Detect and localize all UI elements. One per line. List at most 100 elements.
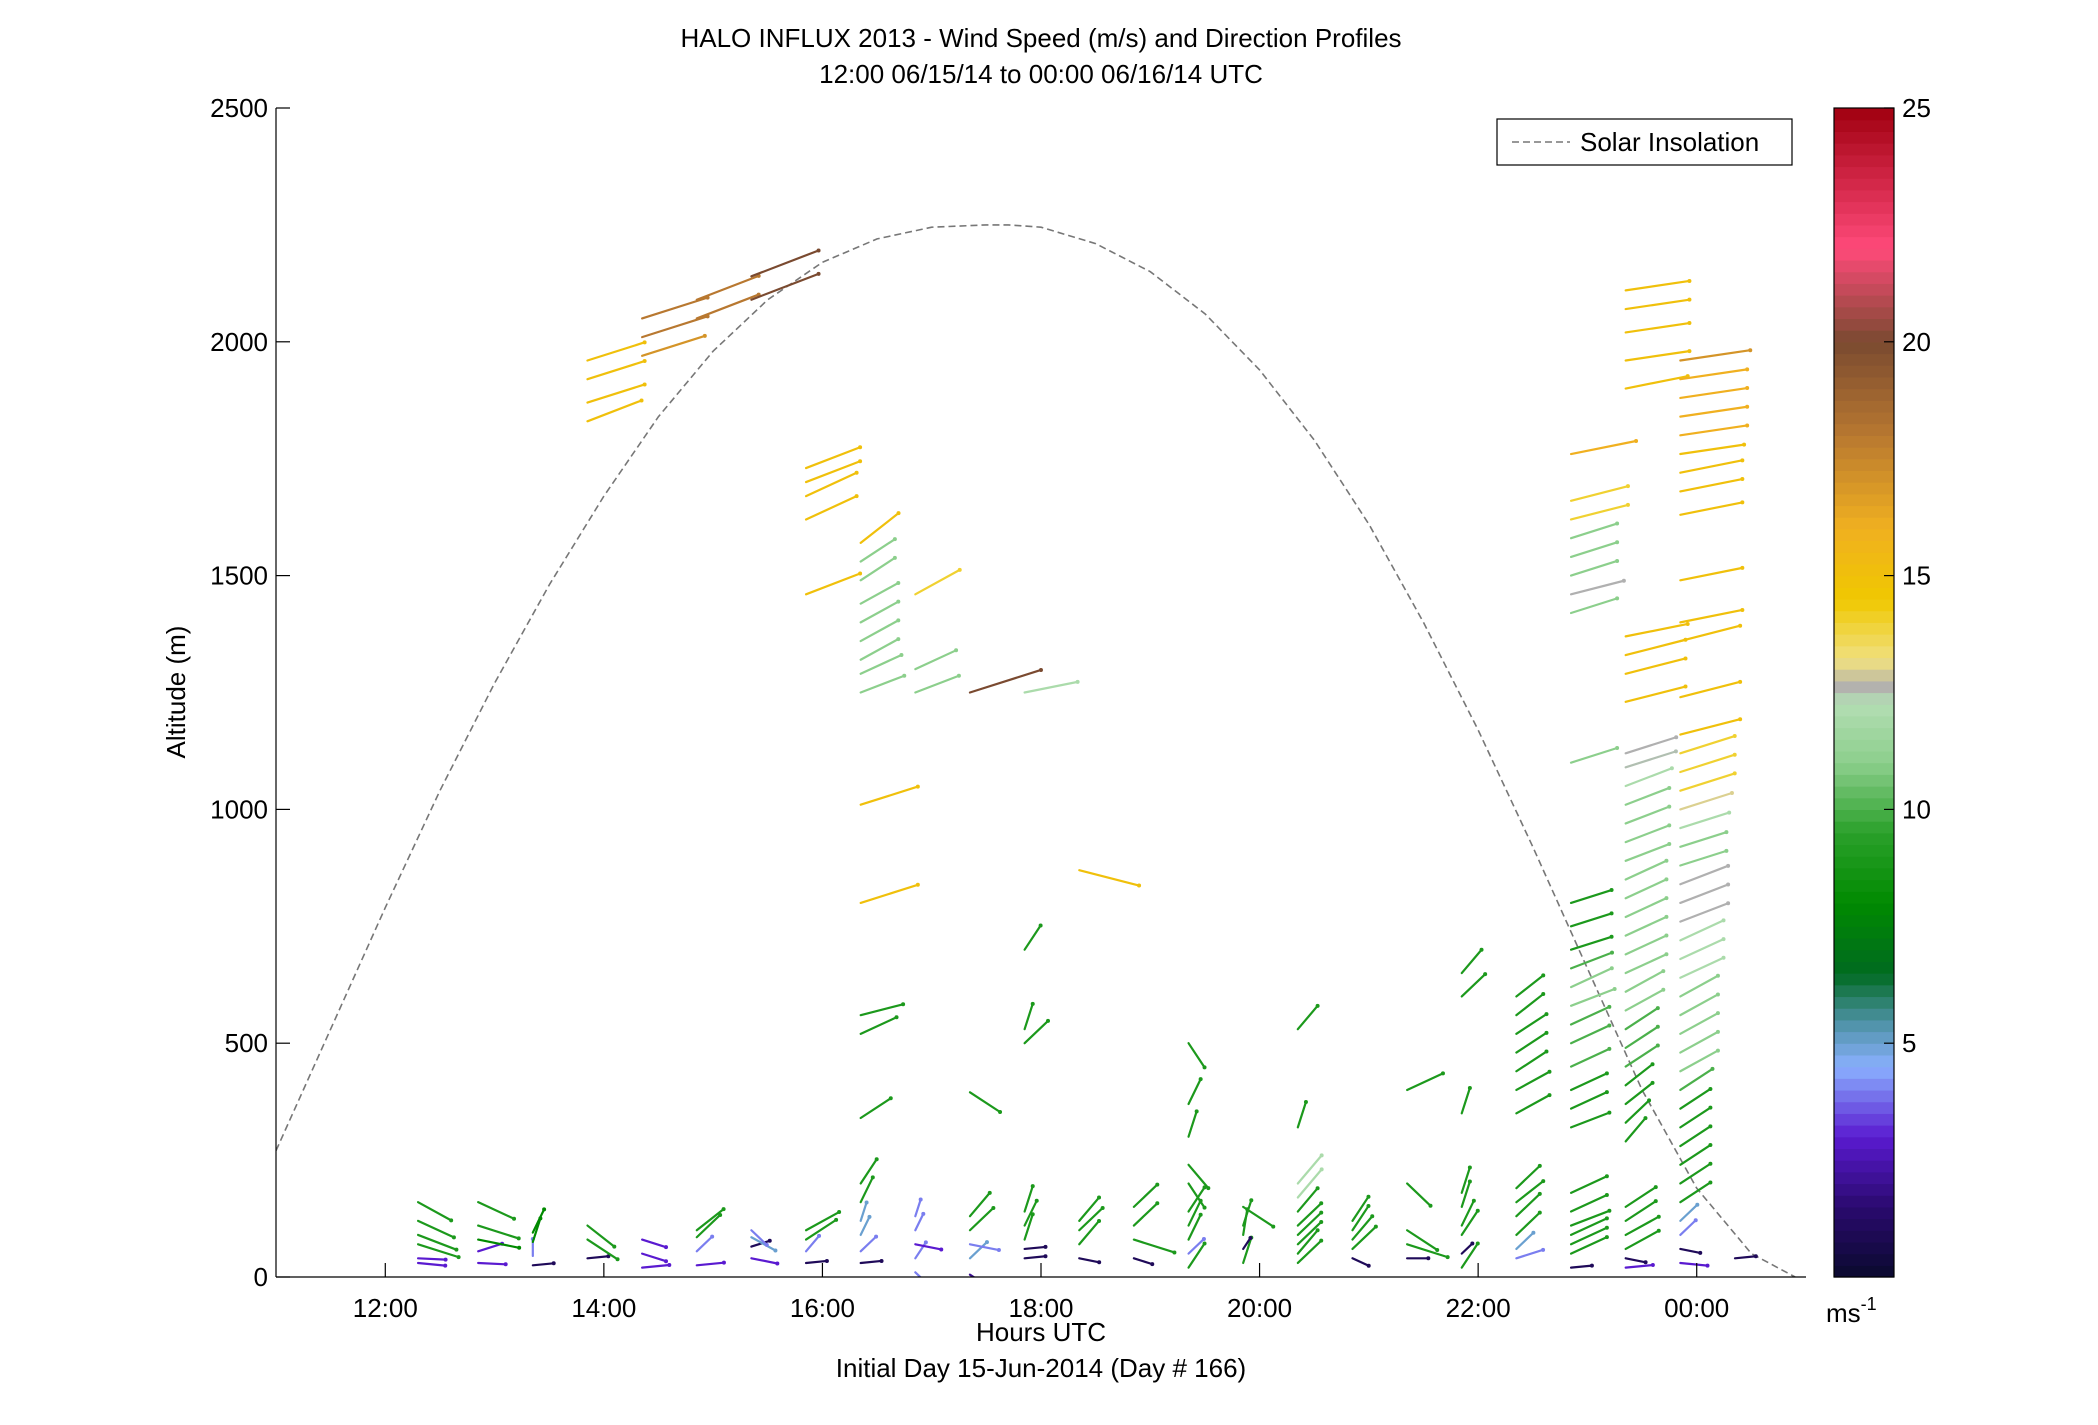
- wind-vector: [1679, 883, 1730, 905]
- wind-vector: [1351, 1204, 1370, 1232]
- wind-vector-tip: [1467, 1179, 1472, 1184]
- wind-vector: [1078, 1206, 1104, 1232]
- wind-vector-tip: [1198, 1077, 1203, 1082]
- wind-vector-tip: [816, 271, 821, 276]
- wind-vector-tip: [1715, 1011, 1720, 1016]
- colorbar-swatch: [1834, 973, 1894, 986]
- wind-vector-tip: [864, 1200, 869, 1205]
- wind-vector-tip: [606, 1254, 611, 1259]
- wind-vector: [1569, 1111, 1611, 1129]
- wind-vector: [859, 883, 919, 905]
- wind-vector-tip: [503, 1262, 508, 1267]
- wind-vector: [1569, 597, 1619, 615]
- colorbar-tick-label: 10: [1902, 794, 1931, 824]
- colorbar-swatch: [1834, 762, 1894, 775]
- wind-vector-tip: [899, 652, 904, 657]
- wind-vector-tip: [1664, 952, 1669, 957]
- wind-vector: [1296, 1202, 1323, 1227]
- wind-vector-tip: [1604, 1174, 1609, 1179]
- wind-vector: [1569, 888, 1613, 905]
- wind-vector: [1624, 1007, 1659, 1031]
- wind-vector: [1679, 386, 1749, 400]
- wind-vector-tip: [612, 1244, 617, 1249]
- wind-vector-tip: [1155, 1182, 1160, 1187]
- colorbar-swatch: [1834, 1136, 1894, 1150]
- wind-vector-tip: [996, 1248, 1001, 1253]
- wind-vector-tip: [1541, 973, 1546, 978]
- colorbar-swatch: [1834, 213, 1894, 226]
- colorbar-swatch: [1834, 1195, 1894, 1208]
- wind-vector: [1187, 1213, 1202, 1241]
- wind-vector: [914, 1212, 925, 1232]
- wind-vector-tip: [1708, 1180, 1713, 1185]
- colorbar-swatch: [1834, 622, 1894, 635]
- wind-vector: [859, 600, 900, 624]
- colorbar-swatch: [1834, 1031, 1894, 1044]
- wind-vector: [1023, 1255, 1047, 1260]
- wind-vector: [1569, 1226, 1608, 1246]
- colorbar-swatch: [1834, 727, 1894, 740]
- wind-vector-tip: [1715, 1048, 1720, 1053]
- wind-vector-tip: [1732, 752, 1737, 757]
- wind-vector: [1242, 1199, 1253, 1227]
- colorbar: 5 10 15 20 25 ms-1: [1826, 93, 1931, 1328]
- colorbar-swatch: [1834, 926, 1894, 939]
- colorbar-swatch: [1834, 879, 1894, 892]
- wind-vector: [1296, 1211, 1323, 1237]
- wind-vector-tip: [454, 1247, 459, 1252]
- colorbar-swatch: [1834, 1113, 1894, 1126]
- wind-vector: [641, 1238, 668, 1249]
- colorbar-swatch: [1834, 891, 1894, 904]
- wind-vector-tip: [939, 1247, 944, 1252]
- wind-vector: [1679, 1203, 1699, 1222]
- colorbar-swatch: [1834, 411, 1894, 425]
- wind-vector-tip: [1609, 950, 1614, 955]
- wind-vector: [1679, 477, 1744, 493]
- wind-vector: [695, 1235, 714, 1253]
- colorbar-frame: [1833, 107, 1895, 1278]
- wind-vector-tip: [1470, 1241, 1475, 1246]
- chart-subtitle: 12:00 06/15/14 to 00:00 06/16/14 UTC: [819, 59, 1263, 89]
- wind-vector: [1624, 953, 1668, 975]
- wind-vector: [1679, 1143, 1712, 1166]
- wind-vector-tip: [1664, 896, 1669, 901]
- wind-vector: [695, 1208, 725, 1232]
- wind-vector: [1679, 718, 1742, 736]
- wind-vector-tip: [1732, 734, 1737, 739]
- colorbar-swatch: [1834, 809, 1894, 822]
- wind-vector-tip: [1467, 1165, 1472, 1170]
- wind-vector-tip: [1650, 1062, 1655, 1067]
- wind-vector-tip: [1544, 1049, 1549, 1054]
- colorbar-swatch: [1834, 1218, 1894, 1231]
- chart-title: HALO INFLUX 2013 - Wind Speed (m/s) and …: [680, 23, 1401, 53]
- colorbar-swatch: [1834, 306, 1894, 320]
- wind-vector: [968, 1241, 989, 1260]
- wind-vector-tip: [1445, 1255, 1450, 1260]
- wind-vector-tip: [1607, 1023, 1612, 1028]
- wind-vector: [914, 1198, 922, 1218]
- wind-vector: [1023, 680, 1079, 694]
- x-axis-label: Hours UTC: [976, 1317, 1106, 1347]
- wind-vector: [1624, 1229, 1660, 1251]
- wind-vector: [1679, 405, 1749, 418]
- colorbar-swatch: [1834, 914, 1894, 927]
- wind-vector: [1733, 1255, 1757, 1260]
- wind-vector: [641, 315, 709, 339]
- wind-vector-tip: [1366, 1263, 1371, 1268]
- wind-vector: [1187, 1237, 1206, 1255]
- wind-vector: [1460, 948, 1483, 975]
- wind-vector: [1569, 1072, 1608, 1092]
- x-tick-label: 22:00: [1446, 1293, 1511, 1323]
- wind-vector: [1679, 1030, 1720, 1054]
- wind-vector-tip: [1656, 1228, 1661, 1233]
- wind-vector-tip: [1531, 1230, 1536, 1235]
- wind-vector: [477, 1261, 507, 1266]
- wind-vector: [859, 556, 896, 582]
- wind-vector-tip: [854, 470, 859, 475]
- wind-vector-tip: [775, 1261, 780, 1266]
- wind-vector: [750, 249, 820, 278]
- wind-vector: [1569, 1209, 1611, 1227]
- wind-vector-tip: [1319, 1201, 1324, 1206]
- wind-vector-tip: [1664, 877, 1669, 882]
- wind-vector-tip: [1693, 1218, 1698, 1223]
